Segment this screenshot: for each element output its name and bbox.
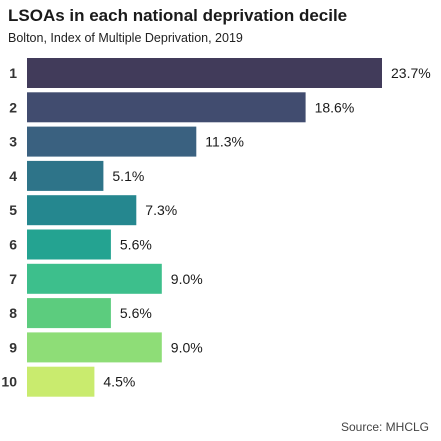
bar <box>27 58 382 88</box>
bar <box>27 195 137 226</box>
bar <box>27 160 104 191</box>
bar <box>27 229 111 260</box>
value-label: 9.0% <box>171 339 203 355</box>
chart-subtitle: Bolton, Index of Multiple Deprivation, 2… <box>8 31 243 45</box>
bar <box>27 332 162 363</box>
bar <box>27 263 162 294</box>
bar <box>27 92 306 123</box>
value-label: 18.6% <box>315 99 355 115</box>
category-label: 5 <box>9 202 17 218</box>
bar <box>27 366 95 397</box>
value-label: 9.0% <box>171 271 203 287</box>
value-label: 5.6% <box>120 305 152 321</box>
chart-title: LSOAs in each national deprivation decil… <box>8 6 348 25</box>
category-label: 7 <box>9 271 17 287</box>
category-label: 3 <box>9 134 17 150</box>
value-label: 23.7% <box>391 65 431 81</box>
value-label: 5.1% <box>112 168 144 184</box>
category-label: 8 <box>9 305 17 321</box>
value-label: 11.3% <box>205 134 244 150</box>
category-label: 6 <box>9 237 17 253</box>
source-note: Source: MHCLG <box>340 420 429 434</box>
bar <box>27 126 197 157</box>
category-label: 2 <box>9 99 17 115</box>
bar <box>27 298 111 329</box>
category-label: 9 <box>9 339 17 355</box>
category-label: 10 <box>1 374 17 390</box>
category-label: 4 <box>9 168 17 184</box>
category-label: 1 <box>9 65 17 81</box>
value-label: 4.5% <box>103 374 135 390</box>
value-label: 5.6% <box>120 237 152 253</box>
value-label: 7.3% <box>145 202 177 218</box>
